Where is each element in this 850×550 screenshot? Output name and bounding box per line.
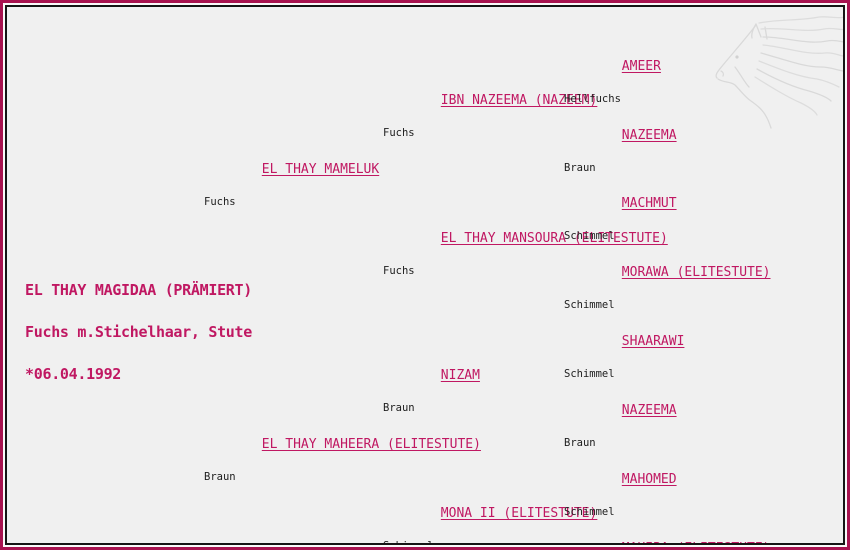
pedigree-entry-grandparent: IBN NAZEEMA (NAZEEM) Fuchs (383, 70, 597, 177)
pedigree-entry-great-grandparent: MORAWA (ELITESTUTE) Schimmel (564, 242, 771, 349)
pedigree-chart: EL THAY MAGIDAA (PRÄMIERT) Fuchs m.Stich… (5, 5, 845, 545)
horse-coat-color: Fuchs (383, 265, 415, 277)
pedigree-entry-great-grandparent: AMEER Hellfuchs (564, 36, 661, 143)
subject-description: Fuchs m.Stichelhaar, Stute (25, 323, 253, 341)
pedigree-entry-great-grandparent: NAZEEMA Braun (564, 105, 677, 212)
horse-name-link[interactable]: MAHOMED (621, 472, 677, 487)
pedigree-entry-grandparent: NIZAM Braun (383, 345, 480, 452)
horse-coat-color: Braun (383, 402, 415, 414)
horse-coat-color: Schimmel (564, 230, 615, 242)
horse-name-link[interactable]: MACHMUT (621, 196, 677, 211)
pedigree-entry-great-grandparent: MAHIBA (ELITESTUTE) Fuchs (564, 518, 771, 543)
horse-coat-color: Schimmel (564, 506, 615, 518)
pedigree-entry-great-grandparent: MAHOMED Schimmel (564, 449, 677, 543)
horse-name-link[interactable]: AMEER (621, 59, 661, 74)
horse-coat-color: Schimmel (564, 368, 615, 380)
horse-coat-color: Braun (204, 471, 236, 483)
pedigree-entry-grandparent: MONA II (ELITESTUTE) Schimmel (383, 483, 598, 544)
horse-coat-color: Braun (564, 437, 596, 449)
subject-name: EL THAY MAGIDAA (PRÄMIERT) (25, 281, 253, 299)
pedigree-entry-great-grandparent: MACHMUT Schimmel (564, 173, 677, 280)
horse-head-watermark (715, 16, 843, 129)
horse-coat-color: Schimmel (564, 299, 615, 311)
horse-name-link[interactable]: EL THAY MANSOURA (ELITESTUTE) (440, 231, 668, 246)
horse-name-link[interactable]: MAHIBA (ELITESTUTE) (622, 542, 771, 543)
horse-name-link[interactable]: NAZEEMA (621, 128, 677, 143)
pedigree-entry-great-grandparent: SHAARAWI Schimmel (564, 311, 684, 418)
pedigree-entry-grandparent: EL THAY MANSOURA (ELITESTUTE) Fuchs (383, 208, 668, 315)
horse-name-link[interactable]: SHAARAWI (621, 334, 685, 349)
subject-block: EL THAY MAGIDAA (PRÄMIERT) Fuchs m.Stich… (25, 255, 252, 409)
horse-name-link[interactable]: NIZAM (440, 368, 480, 383)
horse-name-link[interactable]: MORAWA (ELITESTUTE) (621, 265, 771, 280)
horse-coat-color: Fuchs (204, 196, 236, 208)
horse-name-link[interactable]: EL THAY MAMELUK (261, 162, 380, 177)
horse-name-link[interactable]: IBN NAZEEMA (NAZEEM) (440, 93, 598, 108)
horse-coat-color: Braun (564, 162, 596, 174)
horse-coat-color: Schimmel (383, 541, 597, 544)
horse-coat-color: Hellfuchs (564, 93, 621, 105)
horse-name-link[interactable]: NAZEEMA (621, 403, 677, 418)
pedigree-entry-great-grandparent: NAZEEMA Braun (564, 380, 677, 487)
pedigree-entry-dam: EL THAY MAHEERA (ELITESTUTE) Braun (204, 414, 481, 521)
subject-birthdate: *06.04.1992 (25, 365, 122, 383)
pedigree-entry-sire: EL THAY MAMELUK Fuchs (204, 139, 379, 246)
horse-name-link[interactable]: EL THAY MAHEERA (ELITESTUTE) (261, 437, 481, 452)
horse-coat-color: Fuchs (383, 127, 415, 139)
horse-name-link[interactable]: MONA II (ELITESTUTE) (440, 506, 598, 521)
